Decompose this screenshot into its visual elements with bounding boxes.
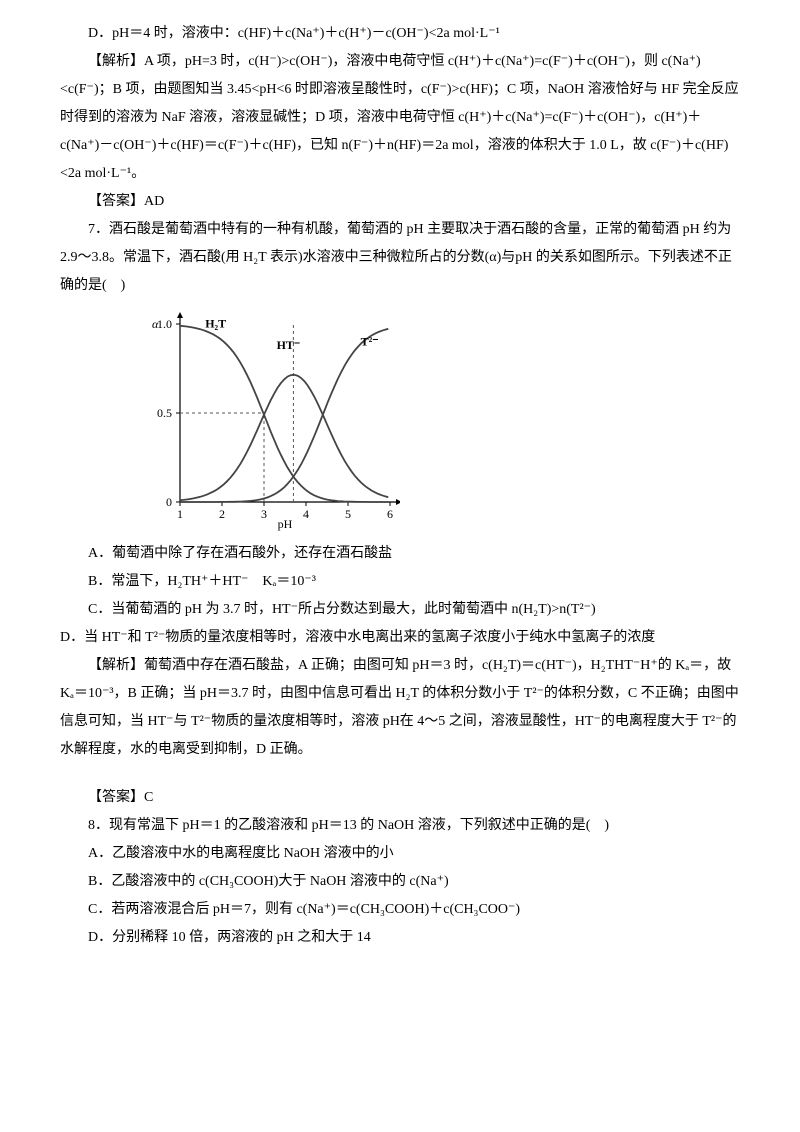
svg-text:pH: pH <box>278 517 293 531</box>
q7-option-b: B．常温下，H₂TH⁺＋HT⁻ Kₐ＝10⁻³ <box>60 568 740 596</box>
q6-analysis: 【解析】A 项，pH=3 时，c(H⁻)>c(OH⁻)，溶液中电荷守恒 c(H⁺… <box>60 48 740 188</box>
q7-option-a: A．葡萄酒中除了存在酒石酸外，还存在酒石酸盐 <box>60 540 740 568</box>
svg-text:0.5: 0.5 <box>157 406 172 420</box>
q8-stem: 8．现有常温下 pH＝1 的乙酸溶液和 pH＝13 的 NaOH 溶液，下列叙述… <box>60 812 740 840</box>
svg-text:6: 6 <box>387 507 393 521</box>
q8-option-b: B．乙酸溶液中的 c(CH₃COOH)大于 NaOH 溶液中的 c(Na⁺) <box>60 868 740 896</box>
q6-option-d: D．pH＝4 时，溶液中：c(HF)＋c(Na⁺)＋c(H⁺)－c(OH⁻)<2… <box>60 20 740 48</box>
q7-chart: 1 2 3 4 5 6 0 0.5 1.0 H₂T HT⁻ T²⁻ pH α <box>140 312 740 532</box>
svg-text:HT⁻: HT⁻ <box>277 338 301 352</box>
q7-answer: 【答案】C <box>60 784 740 812</box>
q6-answer: 【答案】AD <box>60 188 740 216</box>
q7-option-d: D．当 HT⁻和 T²⁻物质的量浓度相等时，溶液中水电离出来的氢离子浓度小于纯水… <box>60 624 740 652</box>
q8-option-c: C．若两溶液混合后 pH＝7，则有 c(Na⁺)＝c(CH₃COOH)＋c(CH… <box>60 896 740 924</box>
q7-analysis: 【解析】葡萄酒中存在酒石酸盐，A 正确；由图可知 pH＝3 时，c(H₂T)＝c… <box>60 652 740 764</box>
svg-text:α: α <box>152 317 159 331</box>
q8-option-d: D．分别稀释 10 倍，两溶液的 pH 之和大于 14 <box>60 924 740 952</box>
svg-text:H₂T: H₂T <box>205 317 226 331</box>
q8-option-a: A．乙酸溶液中水的电离程度比 NaOH 溶液中的小 <box>60 840 740 868</box>
svg-text:1.0: 1.0 <box>157 317 172 331</box>
svg-text:1: 1 <box>177 507 183 521</box>
svg-text:5: 5 <box>345 507 351 521</box>
svg-text:3: 3 <box>261 507 267 521</box>
q7-stem: 7．酒石酸是葡萄酒中特有的一种有机酸，葡萄酒的 pH 主要取决于酒石酸的含量，正… <box>60 216 740 300</box>
svg-text:2: 2 <box>219 507 225 521</box>
svg-text:0: 0 <box>166 495 172 509</box>
svg-text:4: 4 <box>303 507 309 521</box>
svg-text:T²⁻: T²⁻ <box>361 334 379 348</box>
q7-option-c: C．当葡萄酒的 pH 为 3.7 时，HT⁻所占分数达到最大，此时葡萄酒中 n(… <box>60 596 740 624</box>
